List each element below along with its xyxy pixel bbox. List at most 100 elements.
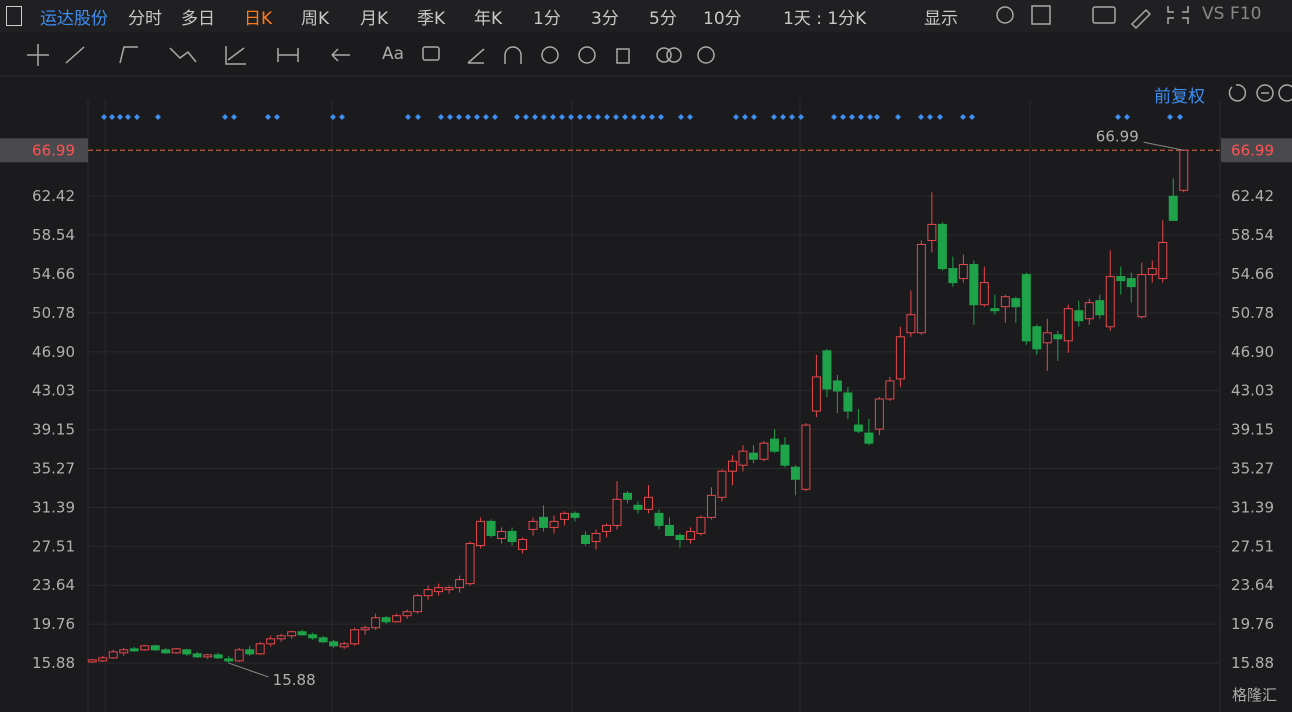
event-dot[interactable]: [117, 114, 123, 120]
event-dot[interactable]: [1177, 114, 1183, 120]
event-dot[interactable]: [1124, 114, 1130, 120]
arrow-tool[interactable]: [331, 48, 350, 62]
event-dot[interactable]: [474, 114, 480, 120]
event-dot[interactable]: [960, 114, 966, 120]
event-dot[interactable]: [274, 114, 280, 120]
vs-button[interactable]: VS: [1202, 4, 1225, 24]
period-tab[interactable]: 分时: [128, 9, 162, 29]
event-dot[interactable]: [483, 114, 489, 120]
event-dot[interactable]: [456, 114, 462, 120]
event-dot[interactable]: [742, 114, 748, 120]
event-dot[interactable]: [798, 114, 804, 120]
event-dot[interactable]: [595, 114, 601, 120]
reset-button[interactable]: [1228, 84, 1247, 102]
event-dot[interactable]: [927, 114, 933, 120]
event-dot[interactable]: [447, 114, 453, 120]
event-dot[interactable]: [438, 114, 444, 120]
draw-button[interactable]: [1130, 8, 1152, 30]
period-tab[interactable]: 3分: [591, 9, 619, 29]
display-menu[interactable]: 显示: [924, 9, 958, 29]
magnet-tool[interactable]: [504, 46, 522, 64]
period-tab[interactable]: 年K: [474, 9, 503, 29]
event-dot[interactable]: [918, 114, 924, 120]
compare-tool[interactable]: [656, 47, 672, 63]
sidebar-toggle[interactable]: [6, 6, 22, 26]
event-dot[interactable]: [330, 114, 336, 120]
event-dot[interactable]: [613, 114, 619, 120]
layout-button[interactable]: [1031, 5, 1051, 25]
delete-tool[interactable]: [616, 48, 630, 64]
line-tool[interactable]: [65, 46, 85, 64]
event-dot[interactable]: [125, 114, 131, 120]
event-dot[interactable]: [771, 114, 777, 120]
event-dot[interactable]: [1115, 114, 1121, 120]
event-dot[interactable]: [937, 114, 943, 120]
event-dot[interactable]: [134, 114, 140, 120]
event-dot[interactable]: [631, 114, 637, 120]
event-dot[interactable]: [895, 114, 901, 120]
zoom-out[interactable]: [1256, 84, 1274, 102]
move-tool[interactable]: [27, 44, 49, 66]
period-tab[interactable]: 日K: [244, 9, 273, 29]
event-dot[interactable]: [405, 114, 411, 120]
period-tab[interactable]: 10分: [703, 9, 742, 29]
settings-button[interactable]: [996, 6, 1014, 24]
event-dot[interactable]: [840, 114, 846, 120]
angle-tool[interactable]: [467, 48, 485, 64]
settings-tool[interactable]: [697, 46, 715, 64]
event-dot[interactable]: [640, 114, 646, 120]
event-dot[interactable]: [465, 114, 471, 120]
event-dot[interactable]: [155, 114, 161, 120]
lock-tool[interactable]: [541, 46, 559, 64]
event-dot[interactable]: [532, 114, 538, 120]
event-dot[interactable]: [231, 114, 237, 120]
event-dot[interactable]: [101, 114, 107, 120]
event-dot[interactable]: [867, 114, 873, 120]
event-dot[interactable]: [733, 114, 739, 120]
event-dot[interactable]: [687, 114, 693, 120]
event-dot[interactable]: [415, 114, 421, 120]
event-dot[interactable]: [577, 114, 583, 120]
text-tool[interactable]: Aa: [382, 44, 405, 64]
event-dot[interactable]: [831, 114, 837, 120]
f10-button[interactable]: F10: [1230, 4, 1262, 24]
stock-name[interactable]: 运达股份: [40, 9, 108, 29]
event-dot[interactable]: [492, 114, 498, 120]
event-markers[interactable]: [101, 114, 1183, 120]
event-dot[interactable]: [849, 114, 855, 120]
period-tab[interactable]: 1分: [533, 9, 561, 29]
event-dot[interactable]: [649, 114, 655, 120]
event-dot[interactable]: [969, 114, 975, 120]
fib-tool[interactable]: [225, 46, 246, 65]
period-tab[interactable]: 季K: [417, 9, 446, 29]
wave-tool[interactable]: [169, 47, 197, 63]
event-dot[interactable]: [586, 114, 592, 120]
period-select[interactable]: 1天 : 1分K: [783, 9, 867, 29]
event-dot[interactable]: [109, 114, 115, 120]
note-tool[interactable]: [422, 46, 440, 61]
event-dot[interactable]: [568, 114, 574, 120]
event-dot[interactable]: [222, 114, 228, 120]
event-dot[interactable]: [658, 114, 664, 120]
event-dot[interactable]: [559, 114, 565, 120]
event-dot[interactable]: [339, 114, 345, 120]
event-dot[interactable]: [874, 114, 880, 120]
event-dot[interactable]: [751, 114, 757, 120]
event-dot[interactable]: [1167, 114, 1173, 120]
event-dot[interactable]: [541, 114, 547, 120]
adjust-mode[interactable]: 前复权: [1154, 87, 1205, 107]
event-dot[interactable]: [858, 114, 864, 120]
event-dot[interactable]: [622, 114, 628, 120]
range-tool[interactable]: [277, 48, 299, 62]
zoom-in[interactable]: [1278, 84, 1292, 102]
ray-tool[interactable]: [119, 46, 138, 64]
event-dot[interactable]: [550, 114, 556, 120]
period-tab[interactable]: 周K: [301, 9, 330, 29]
hide-tool[interactable]: [578, 46, 596, 64]
period-tab[interactable]: 多日: [181, 9, 215, 29]
period-tab[interactable]: 5分: [649, 9, 677, 29]
period-tab[interactable]: 月K: [360, 9, 389, 29]
event-dot[interactable]: [789, 114, 795, 120]
event-dot[interactable]: [514, 114, 520, 120]
event-dot[interactable]: [265, 114, 271, 120]
